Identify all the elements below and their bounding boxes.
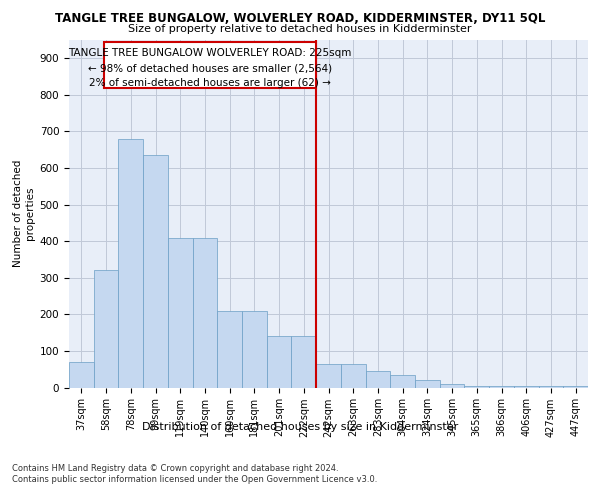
Bar	[415, 380, 440, 388]
Bar	[217, 310, 242, 388]
Text: ← 98% of detached houses are smaller (2,564): ← 98% of detached houses are smaller (2,…	[88, 63, 332, 73]
Text: 2% of semi-detached houses are larger (62) →: 2% of semi-detached houses are larger (6…	[89, 78, 331, 88]
Bar	[292, 336, 316, 388]
Bar	[464, 386, 489, 388]
Bar	[94, 270, 118, 388]
Y-axis label: Number of detached
properties: Number of detached properties	[13, 160, 35, 268]
Bar	[390, 374, 415, 388]
Bar	[365, 371, 390, 388]
Bar	[267, 336, 292, 388]
Bar	[69, 362, 94, 388]
Bar	[514, 386, 539, 388]
Bar	[489, 386, 514, 388]
Bar	[539, 386, 563, 388]
FancyBboxPatch shape	[104, 42, 316, 88]
Text: TANGLE TREE BUNGALOW, WOLVERLEY ROAD, KIDDERMINSTER, DY11 5QL: TANGLE TREE BUNGALOW, WOLVERLEY ROAD, KI…	[55, 12, 545, 26]
Bar	[242, 310, 267, 388]
Text: Contains HM Land Registry data © Crown copyright and database right 2024.: Contains HM Land Registry data © Crown c…	[12, 464, 338, 473]
Bar	[440, 384, 464, 388]
Text: TANGLE TREE BUNGALOW WOLVERLEY ROAD: 225sqm: TANGLE TREE BUNGALOW WOLVERLEY ROAD: 225…	[68, 48, 352, 58]
Bar	[316, 364, 341, 388]
Text: Contains public sector information licensed under the Open Government Licence v3: Contains public sector information licen…	[12, 475, 377, 484]
Bar	[168, 238, 193, 388]
Bar	[143, 155, 168, 388]
Text: Distribution of detached houses by size in Kidderminster: Distribution of detached houses by size …	[142, 422, 458, 432]
Bar	[193, 238, 217, 388]
Bar	[118, 139, 143, 388]
Text: Size of property relative to detached houses in Kidderminster: Size of property relative to detached ho…	[128, 24, 472, 34]
Bar	[341, 364, 365, 388]
Bar	[563, 386, 588, 388]
